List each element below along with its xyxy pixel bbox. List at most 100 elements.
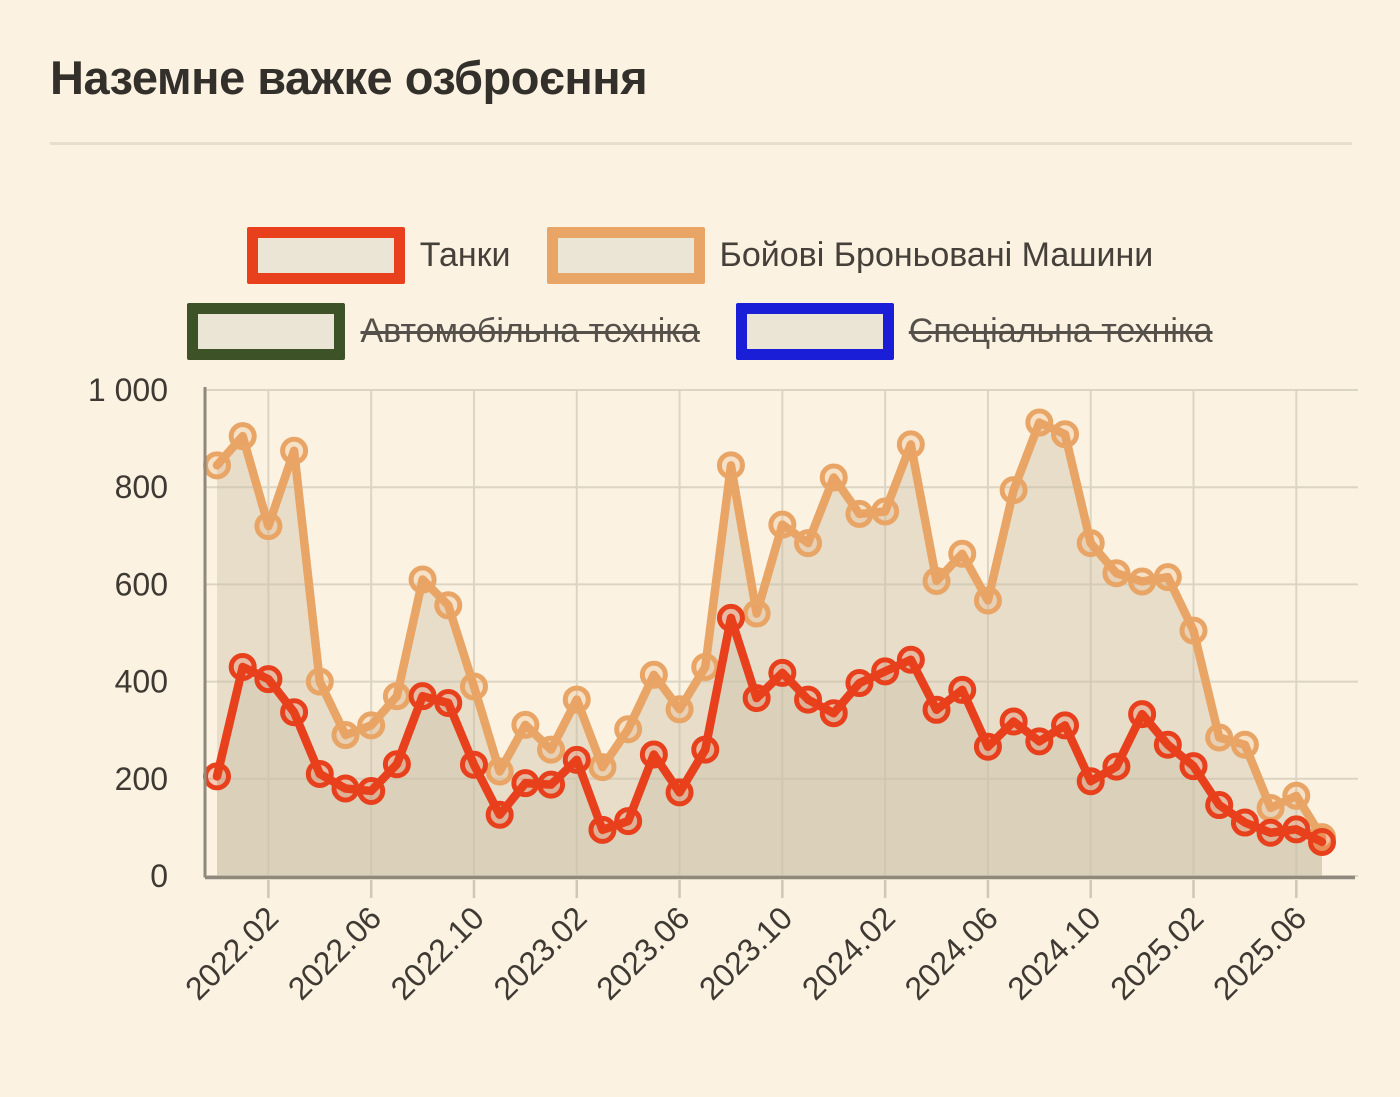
x-tick-label: 2022.02 bbox=[178, 899, 285, 1006]
data-point-marker[interactable] bbox=[254, 512, 283, 541]
data-point-marker[interactable] bbox=[973, 586, 1002, 615]
data-point-marker[interactable] bbox=[691, 653, 720, 682]
data-point-marker[interactable] bbox=[459, 672, 488, 701]
data-point-marker[interactable] bbox=[948, 675, 977, 704]
data-point-marker[interactable] bbox=[665, 695, 694, 724]
data-point-marker[interactable] bbox=[1153, 730, 1182, 759]
data-point-marker[interactable] bbox=[511, 769, 540, 798]
legend-item-3[interactable]: Автомобільна техніка bbox=[187, 303, 700, 360]
data-point-marker[interactable] bbox=[537, 770, 566, 799]
legend-item-label: Спеціальна техніка bbox=[908, 312, 1213, 350]
data-point-marker[interactable] bbox=[716, 451, 745, 480]
data-point-marker[interactable] bbox=[357, 776, 386, 805]
data-point-marker[interactable] bbox=[357, 711, 386, 740]
data-point-marker[interactable] bbox=[1153, 563, 1182, 592]
data-point-marker[interactable] bbox=[845, 499, 874, 528]
data-point-marker[interactable] bbox=[203, 451, 231, 480]
data-point-marker[interactable] bbox=[1230, 730, 1259, 759]
data-point-marker[interactable] bbox=[382, 750, 411, 779]
data-point-marker[interactable] bbox=[768, 510, 797, 539]
data-point-marker[interactable] bbox=[1076, 529, 1105, 558]
data-point-marker[interactable] bbox=[1256, 793, 1285, 822]
x-tick-label: 2022.10 bbox=[384, 899, 491, 1006]
data-point-marker[interactable] bbox=[871, 497, 900, 526]
data-point-marker[interactable] bbox=[742, 684, 771, 713]
data-point-marker[interactable] bbox=[305, 759, 334, 788]
data-point-marker[interactable] bbox=[459, 750, 488, 779]
data-point-marker[interactable] bbox=[794, 685, 823, 714]
data-point-marker[interactable] bbox=[768, 658, 797, 687]
data-point-marker[interactable] bbox=[408, 682, 437, 711]
data-point-marker[interactable] bbox=[742, 599, 771, 628]
data-point-marker[interactable] bbox=[562, 685, 591, 714]
y-tick-label: 1 000 bbox=[88, 372, 168, 408]
data-point-marker[interactable] bbox=[614, 715, 643, 744]
data-point-marker[interactable] bbox=[896, 645, 925, 674]
data-point-marker[interactable] bbox=[639, 660, 668, 689]
data-point-marker[interactable] bbox=[228, 653, 257, 682]
data-point-marker[interactable] bbox=[819, 699, 848, 728]
data-point-marker[interactable] bbox=[871, 657, 900, 686]
x-tick-label: 2024.06 bbox=[898, 899, 1005, 1006]
data-point-marker[interactable] bbox=[794, 529, 823, 558]
data-point-marker[interactable] bbox=[1051, 420, 1080, 449]
data-point-marker[interactable] bbox=[1025, 408, 1054, 437]
data-point-marker[interactable] bbox=[1205, 723, 1234, 752]
data-point-marker[interactable] bbox=[1205, 791, 1234, 820]
data-point-marker[interactable] bbox=[922, 566, 951, 595]
data-point-marker[interactable] bbox=[228, 422, 257, 451]
data-point-marker[interactable] bbox=[562, 745, 591, 774]
data-point-marker[interactable] bbox=[434, 591, 463, 620]
data-point-marker[interactable] bbox=[948, 539, 977, 568]
data-point-marker[interactable] bbox=[537, 735, 566, 764]
data-point-marker[interactable] bbox=[1179, 616, 1208, 645]
data-point-marker[interactable] bbox=[614, 807, 643, 836]
data-point-marker[interactable] bbox=[999, 707, 1028, 736]
data-point-marker[interactable] bbox=[305, 667, 334, 696]
data-point-marker[interactable] bbox=[1308, 827, 1336, 856]
page-title: Наземне важке озброєння bbox=[50, 51, 648, 104]
legend-item-1[interactable]: Танки bbox=[246, 227, 511, 284]
data-point-marker[interactable] bbox=[639, 740, 668, 769]
data-point-marker[interactable] bbox=[1282, 781, 1311, 810]
data-point-marker[interactable] bbox=[485, 757, 514, 786]
data-point-marker[interactable] bbox=[1102, 559, 1131, 588]
data-point-marker[interactable] bbox=[434, 688, 463, 717]
data-point-marker[interactable] bbox=[331, 721, 360, 750]
data-point-marker[interactable] bbox=[1128, 567, 1157, 596]
legend-item-label: Бойові Броньовані Машини bbox=[719, 236, 1154, 274]
data-point-marker[interactable] bbox=[665, 778, 694, 807]
data-point-marker[interactable] bbox=[973, 732, 1002, 761]
data-point-marker[interactable] bbox=[485, 800, 514, 829]
data-point-marker[interactable] bbox=[1076, 767, 1105, 796]
data-point-marker[interactable] bbox=[588, 753, 617, 782]
data-point-marker[interactable] bbox=[382, 682, 411, 711]
data-point-marker[interactable] bbox=[203, 762, 231, 791]
data-point-marker[interactable] bbox=[408, 565, 437, 594]
data-point-marker[interactable] bbox=[280, 436, 309, 465]
data-point-marker[interactable] bbox=[716, 603, 745, 632]
data-point-marker[interactable] bbox=[896, 430, 925, 459]
data-point-marker[interactable] bbox=[1128, 700, 1157, 729]
data-point-marker[interactable] bbox=[1025, 727, 1054, 756]
data-point-marker[interactable] bbox=[819, 463, 848, 492]
data-point-marker[interactable] bbox=[1230, 808, 1259, 837]
data-point-marker[interactable] bbox=[511, 710, 540, 739]
data-point-marker[interactable] bbox=[254, 665, 283, 694]
data-point-marker[interactable] bbox=[1102, 752, 1131, 781]
legend-swatch-icon bbox=[246, 227, 405, 284]
data-point-marker[interactable] bbox=[331, 774, 360, 803]
data-point-marker[interactable] bbox=[1256, 818, 1285, 847]
data-point-marker[interactable] bbox=[1051, 711, 1080, 740]
data-point-marker[interactable] bbox=[280, 698, 309, 727]
data-point-marker[interactable] bbox=[999, 476, 1028, 505]
data-point-marker[interactable] bbox=[922, 695, 951, 724]
data-point-marker[interactable] bbox=[1282, 815, 1311, 844]
legend-item-2[interactable]: Бойові Броньовані Машини bbox=[546, 227, 1154, 284]
data-point-marker[interactable] bbox=[588, 815, 617, 844]
data-point-marker[interactable] bbox=[1179, 752, 1208, 781]
legend-item-4[interactable]: Спеціальна техніка bbox=[735, 303, 1213, 360]
data-point-marker[interactable] bbox=[691, 735, 720, 764]
data-point-marker[interactable] bbox=[845, 669, 874, 698]
